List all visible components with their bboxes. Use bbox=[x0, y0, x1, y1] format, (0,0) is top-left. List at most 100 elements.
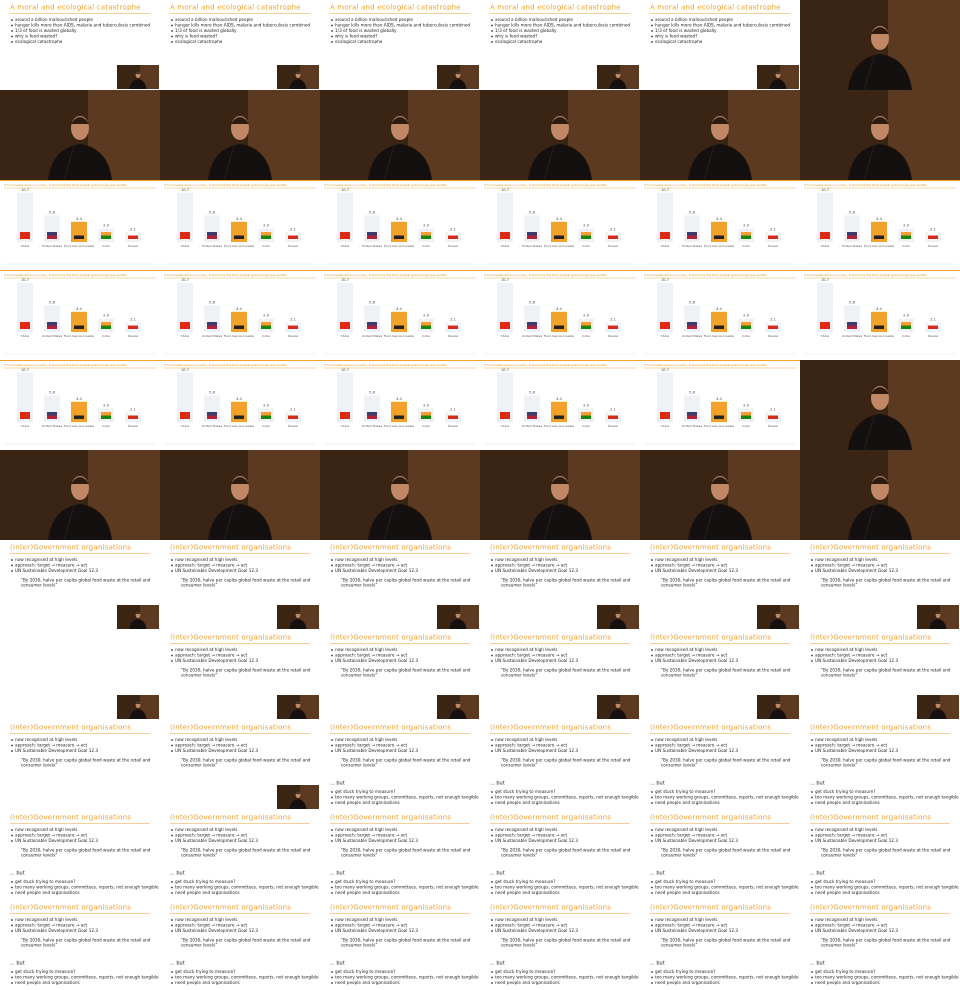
bullet-text: around a billion malnourished people bbox=[655, 17, 733, 22]
bullet-text: approach: target → measure → act bbox=[335, 743, 408, 748]
bar-label: India bbox=[582, 244, 590, 248]
flag-bottom bbox=[741, 325, 751, 329]
bar-value: 4.4 bbox=[716, 307, 722, 311]
frame: (Inter)Government organisations now recog… bbox=[0, 810, 176, 900]
flag-bottom bbox=[234, 325, 244, 329]
bullet-text: now recognised at high levels bbox=[815, 557, 877, 562]
bullet bbox=[491, 24, 493, 27]
flag-bottom bbox=[261, 325, 271, 329]
flag-top bbox=[47, 322, 57, 326]
bullet-text: get stuck trying to measure? bbox=[495, 789, 555, 794]
more: ... but bbox=[650, 871, 665, 877]
quote: consumer levels” bbox=[341, 853, 377, 858]
bar-value: 2.1 bbox=[770, 227, 776, 231]
bullet-text: need people and organisations bbox=[815, 980, 880, 985]
bar-label: China bbox=[21, 334, 30, 338]
frame: (Inter)Government organisations now recog… bbox=[320, 900, 496, 990]
more: ... but bbox=[330, 871, 345, 877]
quote: consumer levels” bbox=[181, 583, 217, 588]
bullet-text: UN Sustainable Development Goal 12.3 bbox=[655, 748, 738, 753]
flag-bottom bbox=[847, 235, 857, 239]
frame: (Inter)Government organisations now recog… bbox=[800, 540, 960, 630]
slide-title: (Inter)Government organisations bbox=[490, 814, 611, 822]
bar-value: 2.9 bbox=[423, 224, 429, 228]
bar-value: 2.9 bbox=[423, 314, 429, 318]
bar-label: Food loss and waste bbox=[384, 334, 415, 338]
torso bbox=[848, 504, 912, 540]
torso bbox=[449, 619, 467, 629]
bar-value: 4.4 bbox=[236, 307, 242, 311]
quote: consumer levels” bbox=[501, 673, 537, 678]
bar-value: 10.7 bbox=[661, 278, 669, 282]
microphone bbox=[863, 505, 875, 541]
bullet bbox=[651, 881, 653, 883]
flag-top bbox=[234, 412, 244, 416]
hair bbox=[295, 612, 301, 614]
bullet-text: need people and organisations bbox=[335, 980, 400, 985]
bar bbox=[497, 192, 513, 242]
bullet-text: approach: target → measure → act bbox=[335, 563, 408, 568]
flag-top bbox=[527, 322, 537, 326]
bar-label: Food loss and waste bbox=[704, 244, 735, 248]
chart-title: If food waste were a country, it would b… bbox=[644, 273, 768, 277]
quote: consumer levels” bbox=[341, 673, 377, 678]
frame: (Inter)Government organisations now recog… bbox=[640, 630, 800, 720]
frame: A moral and ecological catastrophe around… bbox=[480, 0, 640, 90]
torso bbox=[688, 144, 752, 180]
slide-bg bbox=[640, 810, 800, 900]
flag-top bbox=[207, 412, 217, 416]
bar-label: China bbox=[181, 244, 190, 248]
bullet-text: ecological catastrophe bbox=[495, 39, 543, 44]
microphone bbox=[293, 79, 297, 90]
flag-top bbox=[768, 232, 778, 236]
bar bbox=[817, 282, 833, 332]
flag-bottom bbox=[340, 415, 350, 419]
slide-title: A moral and ecological catastrophe bbox=[650, 4, 781, 12]
bar-label: United States bbox=[842, 244, 863, 248]
flag-top bbox=[101, 232, 111, 236]
bullet-text: too many working groups, committees, rep… bbox=[655, 885, 816, 890]
frame bbox=[320, 450, 480, 541]
microphone bbox=[773, 709, 777, 720]
slide-bg bbox=[160, 810, 320, 900]
bar-value: 2.9 bbox=[263, 404, 269, 408]
flag-bottom bbox=[180, 325, 190, 329]
bullet-text: approach: target → measure → act bbox=[175, 653, 248, 658]
bullet-text: UN Sustainable Development Goal 12.3 bbox=[175, 838, 258, 843]
bullet bbox=[331, 919, 333, 921]
flag-top bbox=[608, 412, 618, 416]
bullet-text: 1/3 of food is wasted globally bbox=[495, 28, 557, 33]
quote: consumer levels” bbox=[821, 583, 857, 588]
bullet-text: get stuck trying to measure? bbox=[335, 879, 395, 884]
flag-bottom bbox=[448, 415, 458, 419]
bullet bbox=[491, 750, 493, 752]
wall-light bbox=[140, 695, 159, 719]
bar-label: United States bbox=[682, 424, 703, 428]
flag-top bbox=[394, 412, 404, 416]
quote: “By 2030, halve per capita global food w… bbox=[181, 578, 311, 583]
flag-top bbox=[554, 322, 564, 326]
hair bbox=[295, 702, 301, 704]
bar-value: 4.4 bbox=[716, 217, 722, 221]
quote: “By 2030, halve per capita global food w… bbox=[821, 578, 951, 583]
bullet bbox=[331, 796, 333, 799]
bullet bbox=[491, 35, 493, 38]
bar-value: 2.1 bbox=[290, 227, 296, 231]
bullet bbox=[171, 829, 173, 831]
bullet bbox=[331, 834, 333, 837]
bar-value: 4.4 bbox=[76, 307, 82, 311]
flag-top bbox=[687, 232, 697, 236]
flag-bottom bbox=[288, 325, 298, 329]
bar-value: 2.9 bbox=[743, 404, 749, 408]
flag-bottom bbox=[101, 235, 111, 239]
bar-label: United States bbox=[42, 424, 63, 428]
quote: “By 2030, halve per capita global food w… bbox=[181, 848, 311, 853]
quote: consumer levels” bbox=[21, 583, 57, 588]
slide-bg bbox=[160, 900, 320, 990]
bullet bbox=[11, 919, 13, 921]
bullet-text: too many working groups, committees, rep… bbox=[815, 795, 960, 800]
bar-value: 4.4 bbox=[396, 397, 402, 401]
hair bbox=[615, 612, 621, 614]
bar-value: 10.7 bbox=[661, 188, 669, 192]
bullet-text: get stuck trying to measure? bbox=[335, 969, 395, 974]
